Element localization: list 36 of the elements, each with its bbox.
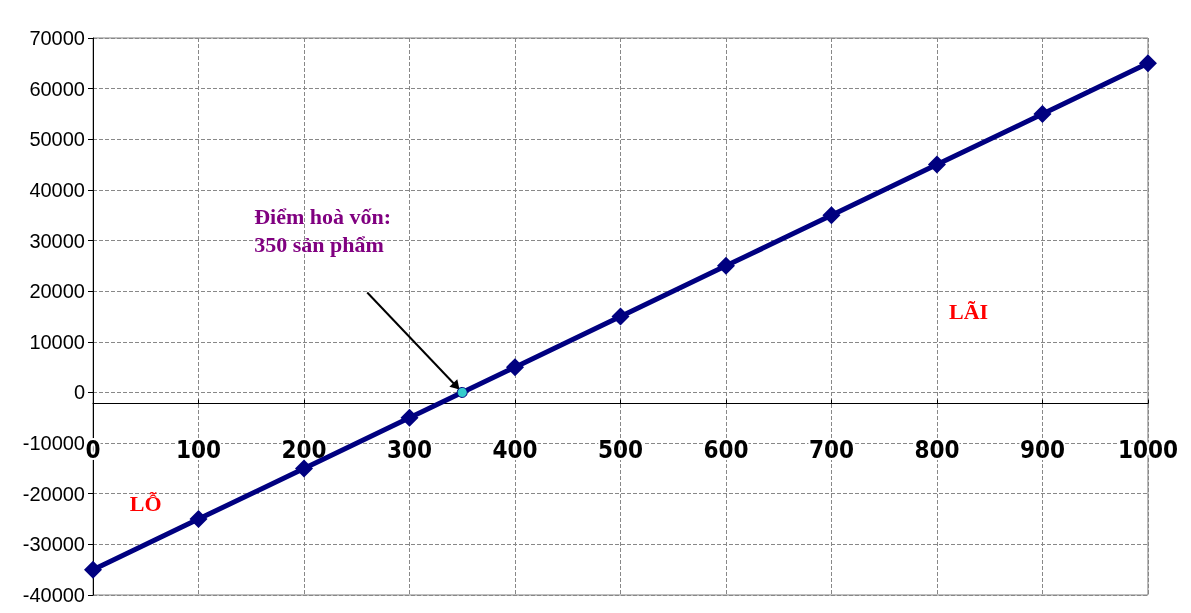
y-tick-label: 10000 bbox=[29, 330, 85, 353]
point bbox=[189, 510, 208, 529]
x-tick-label: 500 bbox=[597, 435, 644, 464]
annotation: Điểm hoà vốn: 350 sản phẩm bbox=[254, 203, 392, 257]
point bbox=[1033, 104, 1052, 123]
annotation: LÃI bbox=[949, 298, 989, 324]
annotation: LỖ bbox=[129, 491, 162, 517]
point bbox=[505, 358, 524, 377]
x-tick-label: 100 bbox=[175, 435, 222, 464]
x-tick-label: 800 bbox=[914, 435, 960, 464]
y-tick-label: -20000 bbox=[22, 482, 85, 505]
x-tick-label: 300 bbox=[386, 435, 433, 464]
y-tick-label: 60000 bbox=[29, 77, 85, 100]
y-tick-label: -40000 bbox=[22, 584, 85, 606]
point bbox=[927, 155, 946, 174]
y-tick-label: 50000 bbox=[29, 128, 85, 151]
y-tick-label: 30000 bbox=[29, 229, 85, 252]
point bbox=[400, 408, 419, 427]
point bbox=[84, 560, 102, 579]
x-tick-label: 700 bbox=[808, 435, 855, 464]
y-tick-label: 40000 bbox=[29, 178, 85, 201]
x-tick-label: 400 bbox=[492, 435, 538, 464]
y-tick-label: -30000 bbox=[22, 533, 85, 556]
x-tick-label: 200 bbox=[281, 435, 327, 464]
x-tick-label: 1000 bbox=[1117, 435, 1178, 464]
y-tick-label: 20000 bbox=[29, 280, 85, 303]
point bbox=[611, 307, 630, 326]
y-tick-label: -10000 bbox=[22, 432, 85, 455]
point bbox=[294, 459, 313, 478]
x-tick-label: 600 bbox=[703, 435, 749, 464]
x-tick-label: 900 bbox=[1019, 435, 1065, 464]
y-tick-label: 70000 bbox=[29, 27, 85, 49]
point bbox=[1138, 54, 1157, 73]
point bbox=[716, 256, 735, 275]
y-tick-label: 0 bbox=[73, 381, 85, 404]
point bbox=[822, 206, 841, 225]
